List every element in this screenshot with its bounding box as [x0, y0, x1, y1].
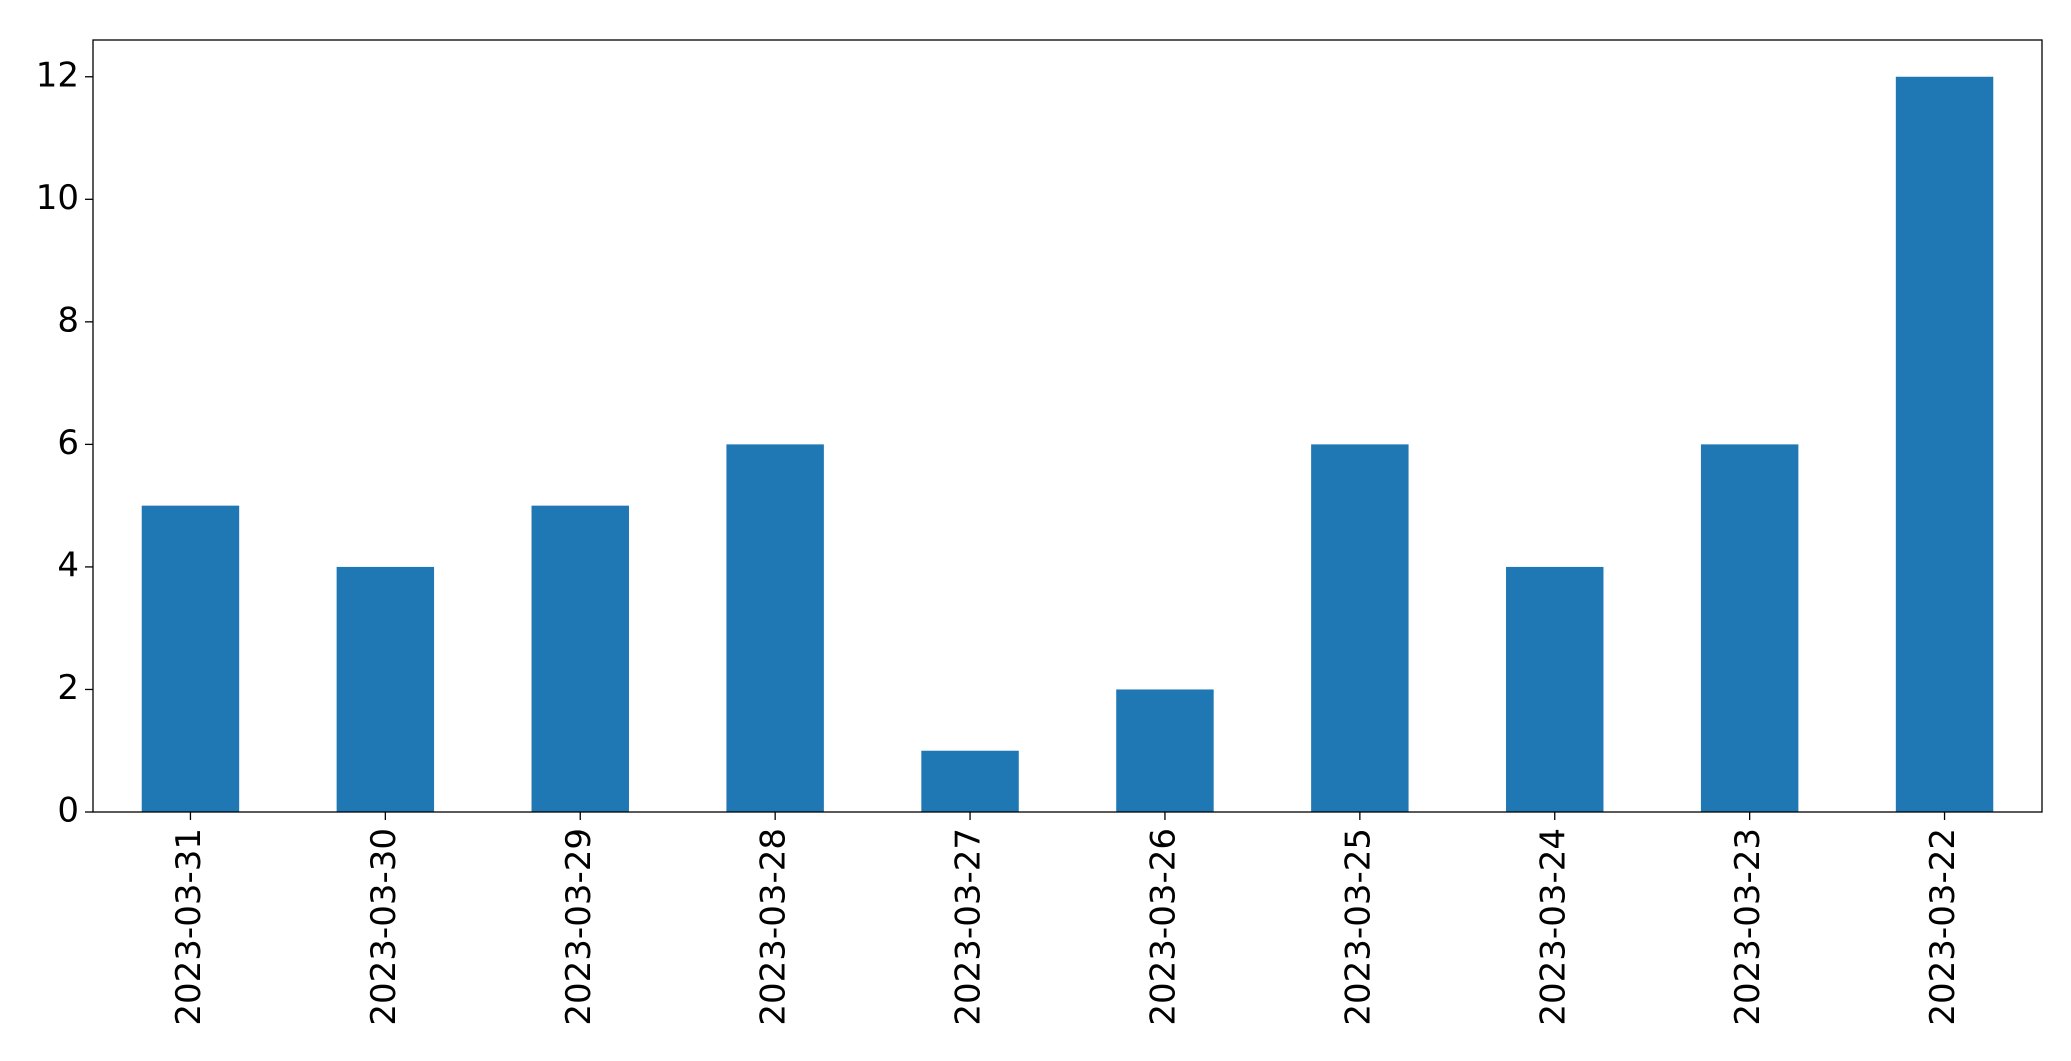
x-tick-label: 2023-03-23 [1728, 828, 1768, 1026]
bar [726, 444, 824, 812]
bar [336, 566, 435, 812]
bar [531, 505, 629, 812]
bar [141, 505, 240, 812]
x-tick-label: 2023-03-27 [949, 828, 989, 1026]
x-tick-label: 2023-03-25 [1338, 828, 1378, 1026]
y-tick-label: 8 [57, 300, 79, 340]
y-tick-label: 2 [57, 668, 79, 708]
x-tick-label: 2023-03-29 [559, 828, 599, 1026]
bar [1311, 444, 1409, 812]
x-tick-label: 2023-03-30 [364, 828, 404, 1026]
plot-frame [92, 39, 2043, 813]
x-tick-label: 2023-03-22 [1923, 828, 1963, 1026]
y-tick-label: 0 [57, 791, 79, 831]
y-tick-label: 12 [36, 55, 79, 95]
y-tick-label: 10 [36, 178, 79, 218]
bar [1700, 444, 1799, 812]
x-tick-label: 2023-03-28 [754, 828, 794, 1026]
y-tick-label: 6 [57, 423, 79, 463]
bar [1116, 689, 1214, 812]
bar [1895, 76, 1994, 812]
x-tick-label: 2023-03-26 [1143, 828, 1183, 1026]
bar [1506, 566, 1604, 812]
x-tick-label: 2023-03-31 [169, 828, 209, 1026]
y-tick-label: 4 [57, 545, 79, 585]
x-tick-label: 2023-03-24 [1533, 828, 1573, 1026]
bar [921, 750, 1019, 812]
